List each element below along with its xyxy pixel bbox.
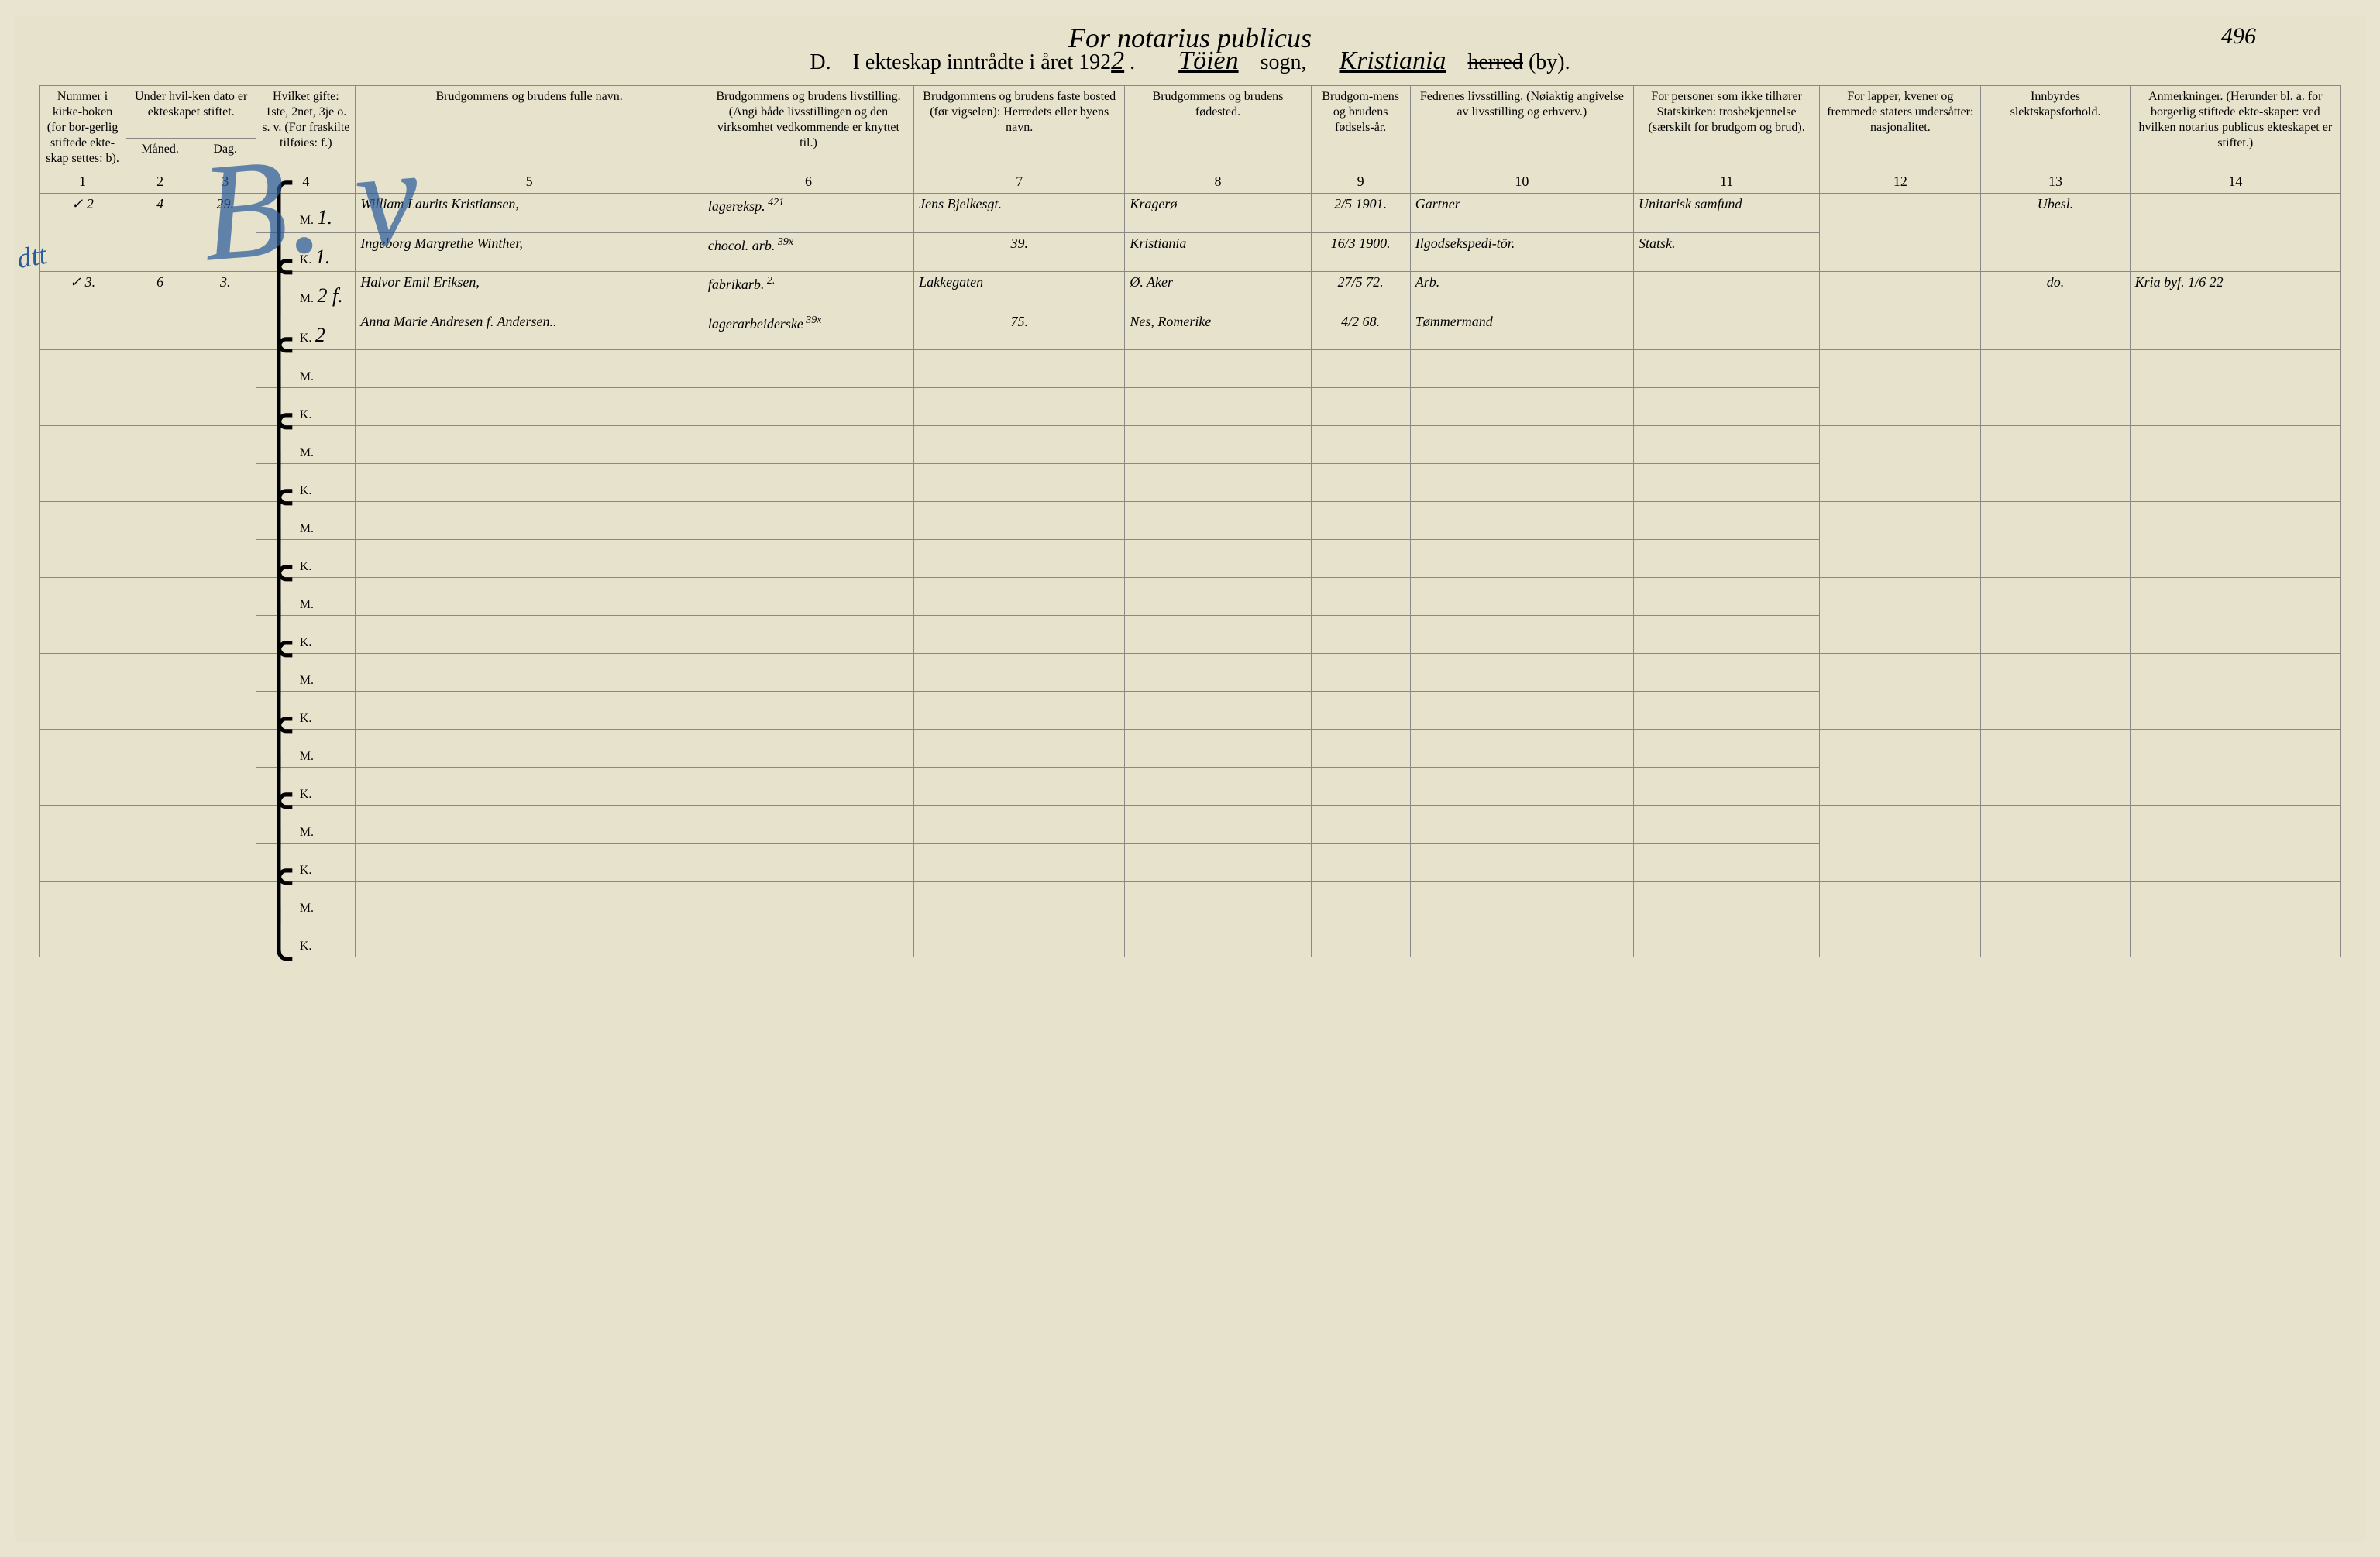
entry-day: 3. (194, 272, 256, 350)
title-line: D. I ekteskap inntrådte i året 1922 . Tö… (15, 46, 2365, 76)
entry-month: 4 (126, 194, 194, 272)
margin-note: dtt (15, 238, 50, 275)
empty-row-groom: ⎧ M. (40, 350, 2341, 388)
entry-day: 29. (194, 194, 256, 272)
col-3-header: Dag. (194, 139, 256, 170)
birthplace-groom: Ø. Aker (1125, 272, 1311, 311)
herred-struck: herred (1467, 50, 1523, 74)
table-head: Nummer i kirke-boken (for bor-gerlig sti… (40, 86, 2341, 194)
birth-bride: 4/2 68. (1311, 311, 1410, 350)
entry-month: 6 (126, 272, 194, 350)
remarks (2130, 194, 2340, 272)
title-text: I ekteskap inntrådte i året 192 (853, 50, 1112, 74)
sogn-name: Töien (1178, 46, 1238, 75)
sogn-label: sogn, (1261, 50, 1307, 74)
col-14-header: Anmerkninger. (Herunder bl. a. for borge… (2130, 86, 2340, 170)
page-number: 496 (2221, 23, 2256, 50)
entry-row-groom: ✓ 3.63.⎧ M. 2 f.Halvor Emil Eriksen,fabr… (40, 272, 2341, 311)
father-groom: Gartner (1410, 194, 1633, 233)
empty-row-groom: ⎧ M. (40, 882, 2341, 919)
faith-bride: Statsk. (1634, 232, 1820, 272)
name-groom: William Laurits Kristiansen, (356, 194, 703, 233)
col-6-header: Brudgommens og brudens livstilling. (Ang… (703, 86, 913, 170)
col-10-header: Fedrenes livsstilling. (Nøiaktig angivel… (1410, 86, 1633, 170)
col-11-header: For personer som ikke tilhører Statskirk… (1634, 86, 1820, 170)
father-bride: Ilgodsekspedi-tör. (1410, 232, 1633, 272)
residence-groom: Jens Bjelkesgt. (914, 194, 1125, 233)
birthplace-bride: Nes, Romerike (1125, 311, 1311, 350)
residence-bride: 39. (914, 232, 1125, 272)
birth-groom: 27/5 72. (1311, 272, 1410, 311)
year-suffix: 2 (1111, 46, 1124, 75)
col-4-header: Hvilket gifte: 1ste, 2net, 3je o. s. v. … (256, 86, 356, 170)
kinship: do. (1981, 272, 2130, 350)
father-groom: Arb. (1410, 272, 1633, 311)
birthplace-groom: Kragerø (1125, 194, 1311, 233)
col-7-header: Brudgommens og brudens faste bosted (før… (914, 86, 1125, 170)
nationality (1820, 272, 1981, 350)
col-13-header: Innbyrdes slektskapsforhold. (1981, 86, 2130, 170)
birth-bride: 16/3 1900. (1311, 232, 1410, 272)
residence-groom: Lakkegaten (914, 272, 1125, 311)
kinship: Ubesl. (1981, 194, 2130, 272)
empty-row-groom: ⎧ M. (40, 578, 2341, 616)
birthplace-bride: Kristiania (1125, 232, 1311, 272)
occupation-bride: lagerarbeiderske 39x (703, 311, 913, 350)
church-register-page: For notarius publicus 496 D. I ekteskap … (15, 15, 2365, 1542)
empty-row-groom: ⎧ M. (40, 806, 2341, 844)
register-table: Nummer i kirke-boken (for bor-gerlig sti… (39, 85, 2341, 957)
occupation-groom: fabrikarb. 2. (703, 272, 913, 311)
name-groom: Halvor Emil Eriksen, (356, 272, 703, 311)
col-2-header: Måned. (126, 139, 194, 170)
by-name: Kristiania (1340, 46, 1446, 75)
faith-groom: Unitarisk samfund (1634, 194, 1820, 233)
empty-row-groom: ⎧ M. (40, 654, 2341, 692)
col-9-header: Brudgom-mens og brudens fødsels-år. (1311, 86, 1410, 170)
faith-groom (1634, 272, 1820, 311)
entry-number: ✓ 2 (40, 194, 126, 272)
nationality (1820, 194, 1981, 272)
residence-bride: 75. (914, 311, 1125, 350)
occupation-bride: chocol. arb. 39x (703, 232, 913, 272)
father-bride: Tømmermand (1410, 311, 1633, 350)
empty-row-groom: ⎧ M. (40, 730, 2341, 768)
remarks: Kria byf. 1/6 22 (2130, 272, 2340, 350)
occupation-groom: lagereksp. 421 (703, 194, 913, 233)
name-bride: Ingeborg Margrethe Winther, (356, 232, 703, 272)
entry-row-groom: ✓ 2429.⎧ M. 1.William Laurits Kristianse… (40, 194, 2341, 233)
letter-d: D. (810, 50, 831, 74)
col-5-header: Brudgommens og brudens fulle navn. (356, 86, 703, 170)
column-number-row: 1 2 3 4 5 6 7 8 9 10 11 12 13 14 (40, 170, 2341, 194)
entry-number: ✓ 3. (40, 272, 126, 350)
by-label: (by). (1529, 50, 1570, 74)
col-8-header: Brudgommens og brudens fødested. (1125, 86, 1311, 170)
table-body: ✓ 2429.⎧ M. 1.William Laurits Kristianse… (40, 194, 2341, 957)
faith-bride (1634, 311, 1820, 350)
col-date-group: Under hvil-ken dato er ekteskapet stifte… (126, 86, 256, 139)
name-bride: Anna Marie Andresen f. Andersen.. (356, 311, 703, 350)
birth-groom: 2/5 1901. (1311, 194, 1410, 233)
col-12-header: For lapper, kvener og fremmede staters u… (1820, 86, 1981, 170)
col-1-header: Nummer i kirke-boken (for bor-gerlig sti… (40, 86, 126, 170)
empty-row-groom: ⎧ M. (40, 502, 2341, 540)
empty-row-groom: ⎧ M. (40, 426, 2341, 464)
